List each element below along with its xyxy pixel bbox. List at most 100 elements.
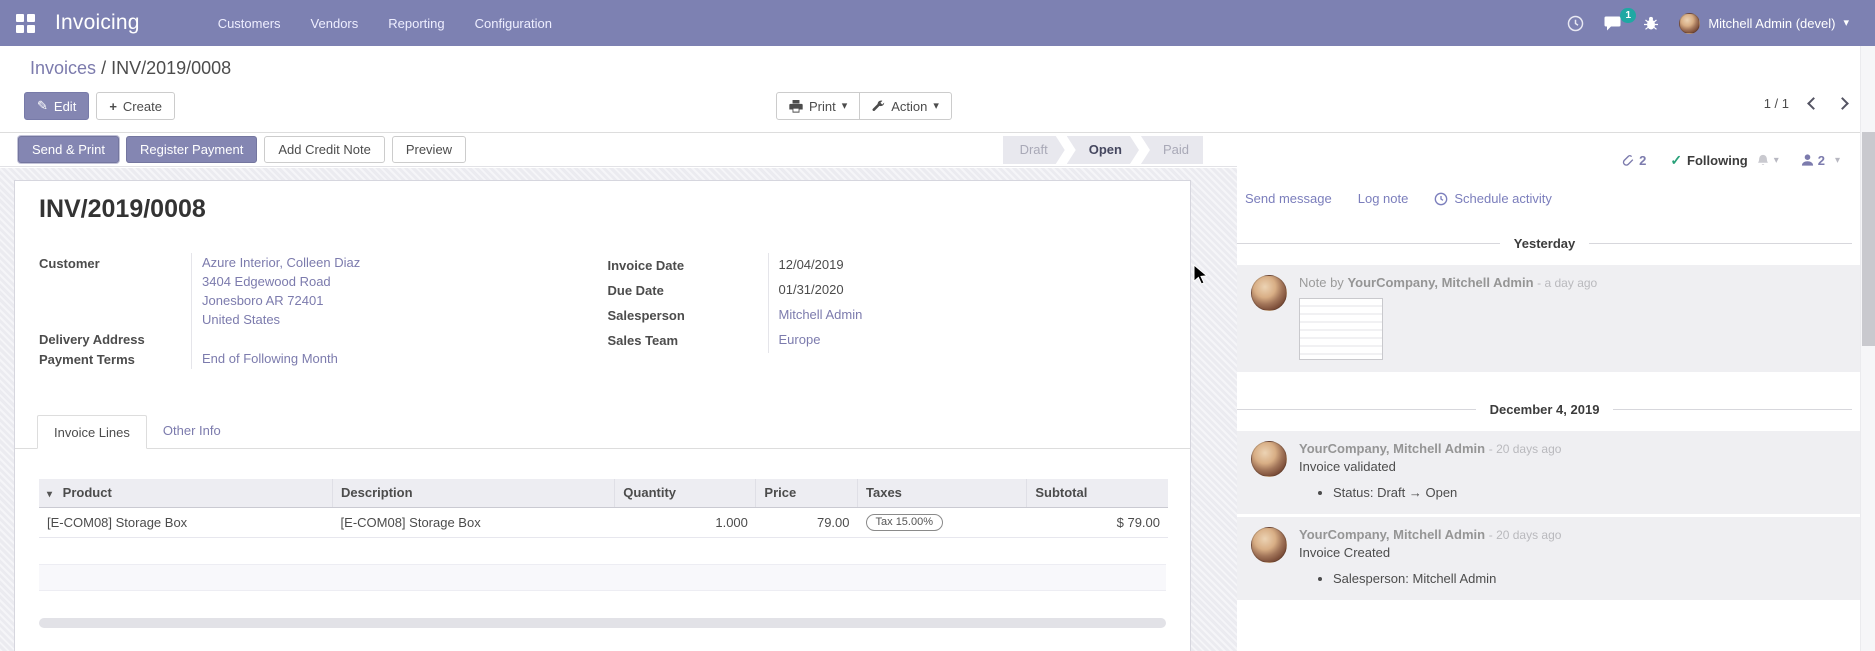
paperclip-icon <box>1621 153 1635 168</box>
table-row[interactable]: [E-COM08] Storage Box [E-COM08] Storage … <box>39 507 1168 538</box>
print-button[interactable]: Print ▾ <box>776 92 861 120</box>
attachments-button[interactable]: 2 <box>1621 153 1646 168</box>
pager: 1 / 1 <box>1763 96 1849 111</box>
followers-button[interactable]: 2 ▾ <box>1801 153 1840 168</box>
create-button[interactable]: + Create <box>96 92 175 120</box>
avatar[interactable] <box>1251 527 1287 563</box>
user-menu[interactable]: Mitchell Admin (devel) ▾ <box>1679 12 1849 34</box>
form-background: INV/2019/0008 Customer Azure Interior, C… <box>0 168 1237 651</box>
menu-vendors[interactable]: Vendors <box>310 15 359 31</box>
log-note-link[interactable]: Log note <box>1357 191 1409 206</box>
customer-label: Customer <box>39 256 100 271</box>
top-navbar: Invoicing Customers Vendors Reporting Co… <box>0 0 1875 46</box>
avatar[interactable] <box>1251 441 1287 477</box>
header-quantity[interactable]: Quantity <box>614 479 757 508</box>
apps-menu-icon[interactable] <box>16 13 35 33</box>
header-price[interactable]: Price <box>755 479 859 508</box>
breadcrumb-current: INV/2019/0008 <box>111 58 232 78</box>
date-divider: Yesterday <box>1237 236 1852 251</box>
send-message-link[interactable]: Send message <box>1245 191 1332 206</box>
tab-other-info[interactable]: Other Info <box>162 423 221 438</box>
menu-configuration[interactable]: Configuration <box>474 15 552 31</box>
pager-next-icon[interactable] <box>1836 97 1849 110</box>
invoice-sheet: INV/2019/0008 Customer Azure Interior, C… <box>14 180 1191 651</box>
pager-previous-icon[interactable] <box>1807 97 1820 110</box>
preview-button[interactable]: Preview <box>391 136 467 163</box>
cell-subtotal[interactable]: $ 79.00 <box>1026 507 1168 538</box>
header-description[interactable]: Description <box>332 479 616 508</box>
header-product[interactable]: ▾ Product <box>39 479 334 508</box>
cell-price[interactable]: 79.00 <box>755 507 858 538</box>
salesperson-value[interactable]: Mitchell Admin <box>767 303 1167 328</box>
chevron-down-icon: ▾ <box>1834 154 1840 166</box>
payment-terms-value[interactable]: End of Following Month <box>191 349 598 369</box>
sales-team-value[interactable]: Europe <box>767 328 1167 353</box>
header-subtotal[interactable]: Subtotal <box>1026 479 1168 508</box>
edit-button[interactable]: ✎ Edit <box>24 92 90 120</box>
user-name: Mitchell Admin (devel) <box>1708 15 1836 31</box>
breadcrumb: Invoices / INV/2019/0008 <box>30 58 231 79</box>
chevron-down-icon: ▾ <box>1773 154 1779 166</box>
breadcrumb-invoices-link[interactable]: Invoices <box>30 58 97 78</box>
status-pipeline: Draft Open Paid <box>1001 136 1203 164</box>
message-time: - 20 days ago <box>1488 442 1562 456</box>
app-title[interactable]: Invoicing <box>55 11 140 34</box>
state-paid[interactable]: Paid <box>1140 136 1203 164</box>
user-avatar <box>1679 12 1701 34</box>
empty-row <box>39 564 1166 591</box>
cell-product[interactable]: [E-COM08] Storage Box <box>39 507 333 538</box>
add-credit-note-button[interactable]: Add Credit Note <box>264 136 385 163</box>
chatter-panel: 2 ✓ Following ▾ 2 ▾ Send message Log not… <box>1237 133 1860 651</box>
send-print-button[interactable]: Send & Print <box>18 136 119 163</box>
message-time: - 20 days ago <box>1488 528 1562 542</box>
message-author[interactable]: YourCompany, Mitchell Admin <box>1299 527 1486 542</box>
message-invoice-validated: YourCompany, Mitchell Admin - 20 days ag… <box>1237 431 1860 514</box>
printer-icon <box>789 99 803 113</box>
wrench-icon <box>872 100 885 113</box>
breadcrumb-separator: / <box>101 58 107 78</box>
avatar[interactable] <box>1251 275 1287 311</box>
tracking-value: Salesperson: Mitchell Admin <box>1333 570 1846 588</box>
state-draft[interactable]: Draft <box>1003 136 1065 164</box>
action-button[interactable]: Action ▾ <box>859 92 952 120</box>
menu-customers[interactable]: Customers <box>217 15 281 31</box>
clock-icon <box>1434 192 1448 206</box>
scrollbar-thumb[interactable] <box>1862 132 1875 346</box>
note-prefix: Note by <box>1299 275 1344 290</box>
note-message: Note by YourCompany, Mitchell Admin - a … <box>1237 265 1860 372</box>
plus-icon: + <box>109 98 117 114</box>
following-button[interactable]: ✓ Following <box>1670 151 1748 168</box>
invoice-lines-table: ▾ Product Description Quantity Price Tax… <box>39 479 1168 538</box>
attachment-thumbnail[interactable] <box>1299 298 1383 360</box>
debug-bug-icon[interactable] <box>1643 15 1659 32</box>
activities-clock-icon[interactable] <box>1567 15 1584 32</box>
horizontal-scrollbar[interactable] <box>39 618 1166 628</box>
delivery-address-value <box>191 329 598 349</box>
message-author[interactable]: YourCompany, Mitchell Admin <box>1299 441 1486 456</box>
messages-count-badge: 1 <box>1620 7 1637 23</box>
subscription-bell-button[interactable]: ▾ <box>1756 153 1779 168</box>
cell-description[interactable]: [E-COM08] Storage Box <box>332 507 615 538</box>
state-open[interactable]: Open <box>1067 136 1139 164</box>
chevron-down-icon: ▾ <box>841 99 848 112</box>
delivery-address-label: Delivery Address <box>39 332 145 347</box>
vertical-scrollbar[interactable] <box>1860 46 1875 651</box>
customer-value[interactable]: Azure Interior, Colleen Diaz 3404 Edgewo… <box>191 253 598 329</box>
cell-quantity[interactable]: 1.000 <box>614 507 756 538</box>
sales-team-label: Sales Team <box>607 333 679 348</box>
form-statusbar: Send & Print Register Payment Add Credit… <box>0 133 1237 167</box>
menu-reporting[interactable]: Reporting <box>388 15 445 31</box>
schedule-activity-link[interactable]: Schedule activity <box>1434 191 1552 206</box>
messages-icon[interactable]: 1 <box>1604 7 1637 32</box>
payment-terms-label: Payment Terms <box>39 352 135 367</box>
pager-value: 1 / 1 <box>1763 96 1789 111</box>
header-taxes[interactable]: Taxes <box>857 479 1028 508</box>
tab-invoice-lines[interactable]: Invoice Lines <box>37 415 147 449</box>
date-divider: December 4, 2019 <box>1237 402 1852 417</box>
control-panel: Invoices / INV/2019/0008 ✎ Edit + Create… <box>0 46 1875 133</box>
check-icon: ✓ <box>1670 151 1683 168</box>
cell-taxes[interactable]: Tax 15.00% <box>857 507 1027 538</box>
message-time: - a day ago <box>1537 276 1598 290</box>
register-payment-button[interactable]: Register Payment <box>126 136 258 163</box>
message-author[interactable]: YourCompany, Mitchell Admin <box>1347 275 1534 290</box>
